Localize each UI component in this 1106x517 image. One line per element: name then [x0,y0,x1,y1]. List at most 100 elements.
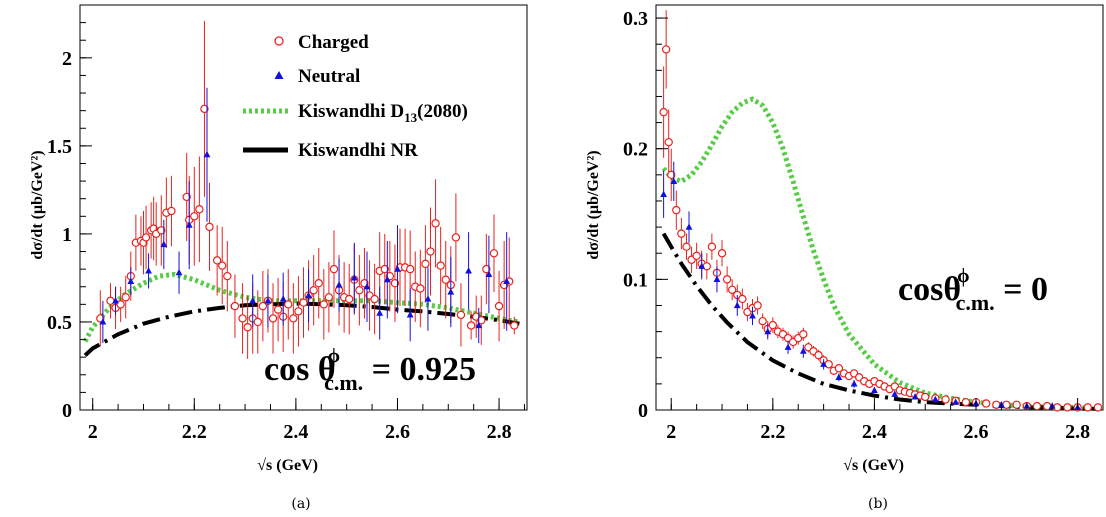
panel-a-charged-point [390,279,400,288]
panel-b-charged-point [707,242,717,251]
panel-b-neutral-point [952,398,960,405]
panel-a-neutral-point [363,282,371,290]
panel-b-neutral-point [698,262,706,269]
panel-b-charged-point [768,320,778,330]
panel-b-charged-point [814,350,823,360]
panel-b-charged-point [677,229,686,238]
panel-a-charged-point [273,305,283,314]
panel-a-neutral-point [279,295,287,302]
panel-b-neutral-point [835,373,843,380]
panel-b-ytick-label: 0.3 [623,8,648,30]
panel-b-neutral-point [764,327,772,335]
panel-a-annotation: cos θϕ c.m. = 0.925 [264,345,476,395]
panel-b-charged-point [682,242,691,251]
legend-charged-marker [274,36,284,46]
legend-nr-label: Kiswandhi NR [298,140,418,161]
panel-b-charged-point [1032,401,1042,411]
panel-b-neutral-point [911,393,919,400]
panel-a-charged-point [466,321,476,330]
panel-a-charged-point [299,298,308,307]
panel-a-neutral-point [447,288,455,295]
panel-a-charged-point [309,286,318,295]
panel-a-charged-point [441,275,450,284]
panel-b-charged-point [753,301,762,310]
panel-b-neutral-point [784,343,792,350]
panel-b-charged-point [758,316,767,326]
panel-a-charged-point [477,315,486,325]
panel-a-legend: Charged Neutral Kiswandhi D13(2080) Kisw… [243,32,468,161]
panel-b-charged-point [667,170,676,180]
panel-b-caption: (b) [868,496,888,512]
panel-a-caption: (a) [291,496,310,512]
panel-a-neutral-point [465,267,472,274]
panel-a-xtick-label: 2 [88,421,98,443]
panel-a-charged-point [243,323,252,332]
panel-b-charged-point [799,330,808,339]
panel-a-neutral-point [99,318,107,325]
panel-a-charged-point [182,192,191,202]
panel-a-charged-point [355,286,364,295]
panel-a-charged-point [294,307,303,316]
legend-neutral-label: Neutral [298,66,360,87]
panel-b-charged-point [981,399,991,408]
panel-a-neutral-point [383,275,391,283]
panel-a-neutral-point [203,150,211,158]
panel-a-neutral-point [185,221,193,228]
panel-a-neutral-point [305,291,312,299]
panel-a-charged-point [141,233,151,242]
panel-b-neutral-point [713,275,721,282]
panel-b-frame [655,4,1104,411]
panel-b-xtick-label: 2.8 [1065,421,1090,443]
panel-a-ytick-label: 1.5 [47,136,72,158]
panel-a-charged-point [510,321,519,330]
panel-b-ytick-label: 0 [638,400,648,422]
panel-a-xtick-label: 2.6 [385,421,410,443]
panel-a-charged-point [195,205,204,214]
panel-a-charged-point [494,301,504,311]
panel-a-charged-point [218,261,227,270]
panel-a-ytick-label: 2 [62,48,72,70]
panel-b-xtick-label: 2.4 [862,421,887,443]
panel-a-neutral-point [350,274,358,281]
panel-b-charged-point [692,251,701,261]
panel-b-charged-point [664,137,673,147]
panel-a-neutral-point [160,240,168,248]
panel-a-charged-point [223,271,232,281]
panel-a-charged-point [370,294,379,304]
panel-a-neutral-point [394,265,401,272]
panel-a-xtick-label: 2.2 [182,421,207,443]
panel-a-charged-point [314,279,323,288]
panel-b-ytick-label: 0.1 [623,269,648,291]
panel-b-xlabel: √s (GeV) [843,457,904,474]
panel-b-neutral-point [685,223,693,230]
panel-b-neutral-point [820,360,828,367]
panel-a-neutral-point [175,268,183,276]
panel-a-charged-point [489,249,499,258]
panel-a-charged-point [329,264,339,274]
panel-a-neutral-point [376,309,384,316]
panel-b-charged-point [661,45,671,54]
panel-a-neutral-point [112,297,119,304]
panel-b-neutral-point [733,301,741,309]
panel-b-charged-point [961,397,971,407]
panel-a-charged-point [319,300,329,309]
panel-a-neutral-point [127,277,135,285]
panel-a-neutral-point [406,311,414,318]
legend-charged-label: Charged [298,32,369,53]
panel-a-charged-point [268,314,278,323]
panel-b-annotation: cosθϕ c.m. = 0 [898,265,1048,315]
panel-a-ylabel: dσ/dt (μb/GeV²) [29,150,46,259]
panel-b-xtick-label: 2 [666,421,676,443]
panel-b-xtick-label: 2.2 [760,421,785,443]
panel-b-charged-point [941,395,950,404]
panel-a-ytick-label: 0.5 [47,312,72,334]
panel-a-charged-point [258,301,268,311]
panel-b-ylabel: dσ/dt (μb/GeV²) [585,150,602,259]
panel-b-charged-point [659,107,668,117]
panel-a-charged-point [230,301,240,311]
panel-a-charged-point [380,264,389,274]
panel-b-neutral-point [891,390,899,397]
panel-a-charged-point [121,293,130,302]
panel-b-charged-point [717,249,727,258]
panel-a-neutral-point [424,295,432,302]
